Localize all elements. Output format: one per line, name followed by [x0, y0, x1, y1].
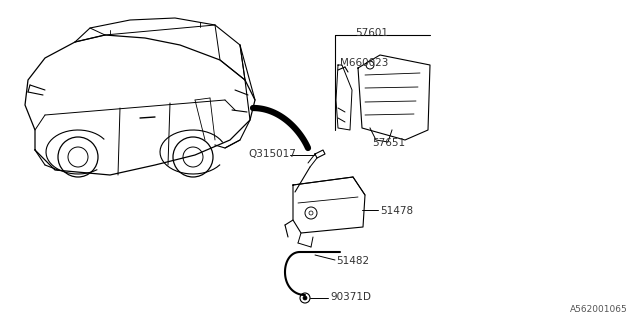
Text: 51478: 51478	[380, 206, 413, 216]
Text: 51482: 51482	[336, 256, 369, 266]
Text: Q315017: Q315017	[248, 149, 296, 159]
Text: 57601: 57601	[355, 28, 388, 38]
Text: M660023: M660023	[340, 58, 388, 68]
Text: 90371D: 90371D	[330, 292, 371, 302]
Circle shape	[303, 296, 307, 300]
Text: A562001065: A562001065	[570, 305, 628, 314]
Text: 57651: 57651	[372, 138, 405, 148]
